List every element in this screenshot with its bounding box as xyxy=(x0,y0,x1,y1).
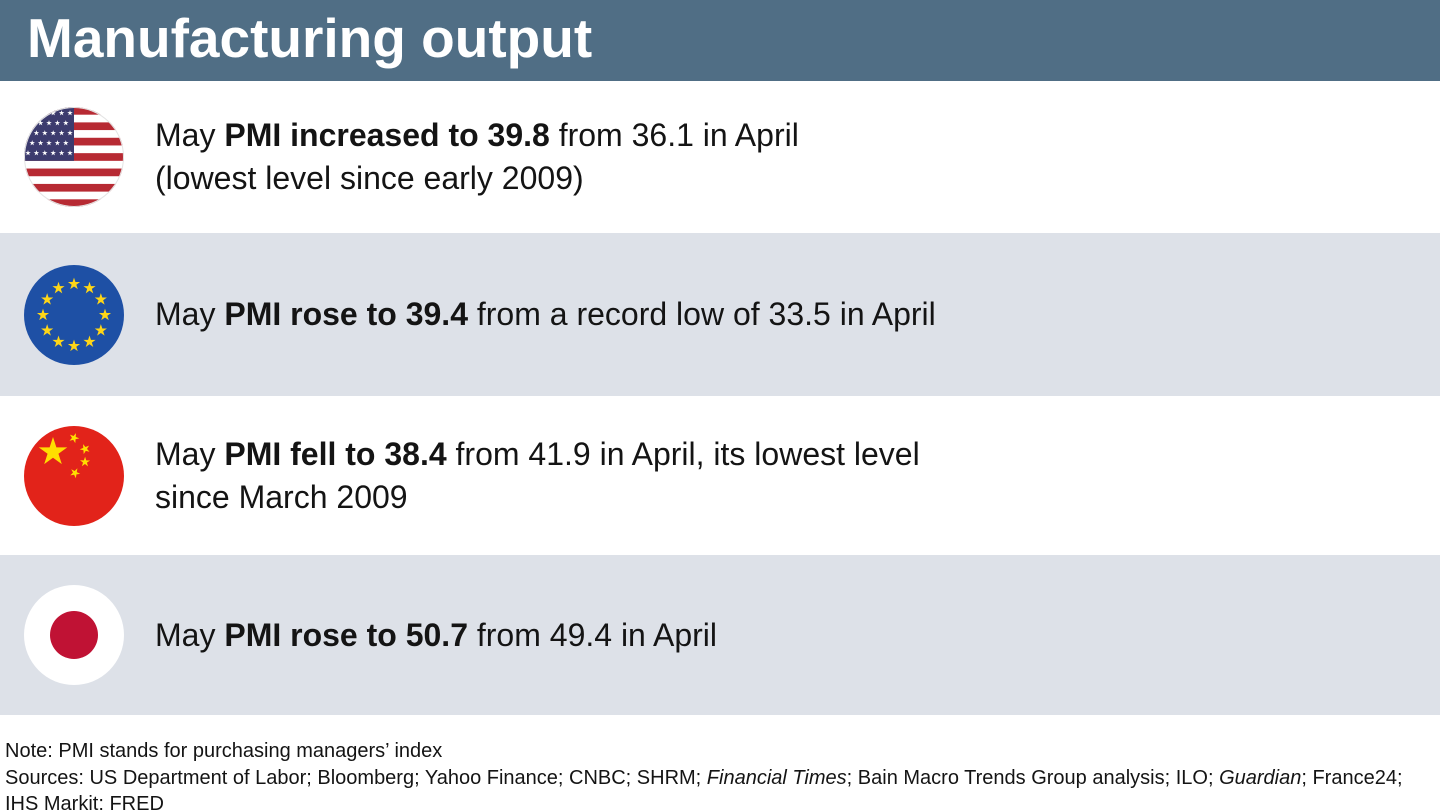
pmi-eu-pre: May xyxy=(155,296,225,332)
pmi-text-eu: May PMI rose to 39.4 from a record low o… xyxy=(155,293,936,336)
sources-seg-6: IHS Markit; FRED xyxy=(5,793,164,810)
footer-notes: Note: PMI stands for purchasing managers… xyxy=(0,715,1440,810)
pmi-china-line2: since March 2009 xyxy=(155,478,408,515)
sources-seg-1: Sources: US Department of Labor; Bloombe… xyxy=(5,766,707,789)
sources-seg-2-italic: Financial Times xyxy=(706,766,847,789)
pmi-row-china: May PMI fell to 38.4 from 41.9 in April,… xyxy=(0,396,1440,555)
sources-seg-5: ; France24; xyxy=(1301,766,1403,789)
pmi-china-bold: PMI fell to 38.4 xyxy=(224,435,447,472)
header-bar: Manufacturing output xyxy=(0,0,1440,81)
pmi-us-line2: (lowest level since early 2009) xyxy=(155,160,584,196)
pmi-japan-post: from 49.4 in April xyxy=(467,616,717,653)
pmi-japan-bold: PMI rose to 50.7 xyxy=(224,616,468,653)
eu-flag-icon xyxy=(24,264,124,365)
pmi-eu-post: from a record low of 33.5 in April xyxy=(467,296,936,332)
pmi-japan-line1: May PMI rose to 50.7 from 49.4 in April xyxy=(155,614,717,657)
footnote: Note: PMI stands for purchasing managers… xyxy=(5,740,443,762)
japan-flag-icon xyxy=(24,585,124,685)
pmi-row-eu: May PMI rose to 39.4 from a record low o… xyxy=(0,233,1440,396)
pmi-us-bold: PMI increased to 39.8 xyxy=(224,117,550,153)
pmi-us-post: from 36.1 in April xyxy=(549,117,799,153)
pmi-china-post: from 41.9 in April, its lowest level xyxy=(446,435,920,472)
pmi-us-line1: May PMI increased to 39.8 from 36.1 in A… xyxy=(155,114,799,157)
sources-seg-4-italic: Guardian xyxy=(1219,766,1302,789)
pmi-eu-line1: May PMI rose to 39.4 from a record low o… xyxy=(155,293,936,336)
pmi-text-us: May PMI increased to 39.8 from 36.1 in A… xyxy=(155,114,799,200)
page-title: Manufacturing output xyxy=(27,7,593,69)
pmi-text-japan: May PMI rose to 50.7 from 49.4 in April xyxy=(155,614,717,657)
pmi-row-japan: May PMI rose to 50.7 from 49.4 in April xyxy=(0,555,1440,715)
pmi-china-line1: May PMI fell to 38.4 from 41.9 in April,… xyxy=(155,433,920,476)
sources-seg-3: ; Bain Macro Trends Group analysis; ILO; xyxy=(846,766,1220,789)
us-flag-icon xyxy=(24,107,124,207)
pmi-row-us: May PMI increased to 39.8 from 36.1 in A… xyxy=(0,81,1440,233)
pmi-text-china: May PMI fell to 38.4 from 41.9 in April,… xyxy=(155,433,920,519)
pmi-japan-pre: May xyxy=(155,616,225,653)
china-flag-icon xyxy=(24,425,124,526)
pmi-eu-bold: PMI rose to 39.4 xyxy=(224,296,468,332)
pmi-china-pre: May xyxy=(155,435,225,472)
sources-line: Sources: US Department of Labor; Bloombe… xyxy=(5,765,1430,810)
pmi-us-pre: May xyxy=(155,117,225,153)
